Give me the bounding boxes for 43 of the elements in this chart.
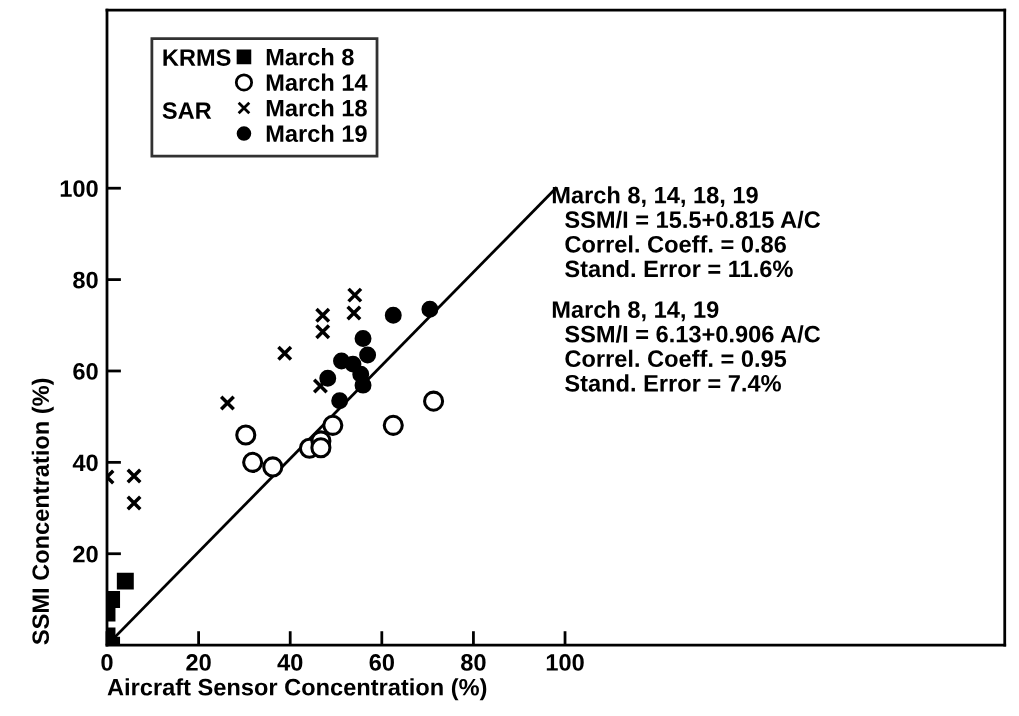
x-tick-label: 0 bbox=[101, 654, 113, 671]
point bbox=[346, 287, 363, 304]
point bbox=[354, 330, 372, 348]
y-tick-label: 60 bbox=[73, 363, 98, 380]
point bbox=[322, 414, 344, 436]
point bbox=[345, 304, 362, 321]
point bbox=[382, 414, 404, 436]
y-tick-label: 80 bbox=[73, 271, 98, 289]
point bbox=[423, 390, 445, 412]
annotation: KRMS bbox=[163, 49, 231, 66]
point bbox=[331, 392, 349, 410]
annotation: March 8, 14, 18, 19 SSM/I = 15.5+0.815 A/C Correl. Coeff. = 0.86 Stand. Error = 11.6% bbox=[552, 186, 821, 278]
annotation: March 8, 14, 19 SSM/I = 6.13+0.906 A/C Correl. Coeff. = 0.95 Stand. Error = 7.4% bbox=[552, 300, 821, 392]
point bbox=[242, 451, 264, 473]
point bbox=[359, 346, 377, 364]
x-tick-label: 20 bbox=[186, 654, 211, 671]
point bbox=[319, 369, 337, 387]
x-tick-label: 100 bbox=[546, 654, 584, 671]
y-tick-label: 40 bbox=[72, 454, 98, 472]
legend-label: March 18 bbox=[266, 99, 367, 117]
point bbox=[126, 495, 143, 512]
point bbox=[262, 456, 284, 478]
x-axis-title: Aircraft Sensor Concentration (%) bbox=[107, 678, 487, 701]
point bbox=[384, 306, 402, 324]
legend-label: March 8 bbox=[266, 48, 354, 66]
annotation: SAR bbox=[162, 102, 212, 119]
point bbox=[219, 394, 236, 411]
x-tick-label: 80 bbox=[461, 654, 486, 671]
legend-label: March 19 bbox=[266, 124, 367, 143]
legend-label: March 14 bbox=[266, 73, 368, 91]
x-tick-label: 60 bbox=[369, 654, 394, 671]
y-tick-label: 20 bbox=[73, 545, 98, 563]
point bbox=[314, 323, 331, 340]
point bbox=[310, 437, 332, 459]
point bbox=[126, 468, 143, 485]
x-tick-label: 40 bbox=[277, 654, 303, 671]
y-axis-title: SSMI Concentration (%) bbox=[31, 378, 54, 645]
point bbox=[276, 345, 293, 362]
point bbox=[235, 424, 257, 446]
point bbox=[421, 300, 439, 318]
point bbox=[312, 378, 329, 395]
point bbox=[314, 307, 331, 324]
y-tick-label: 100 bbox=[60, 180, 98, 197]
